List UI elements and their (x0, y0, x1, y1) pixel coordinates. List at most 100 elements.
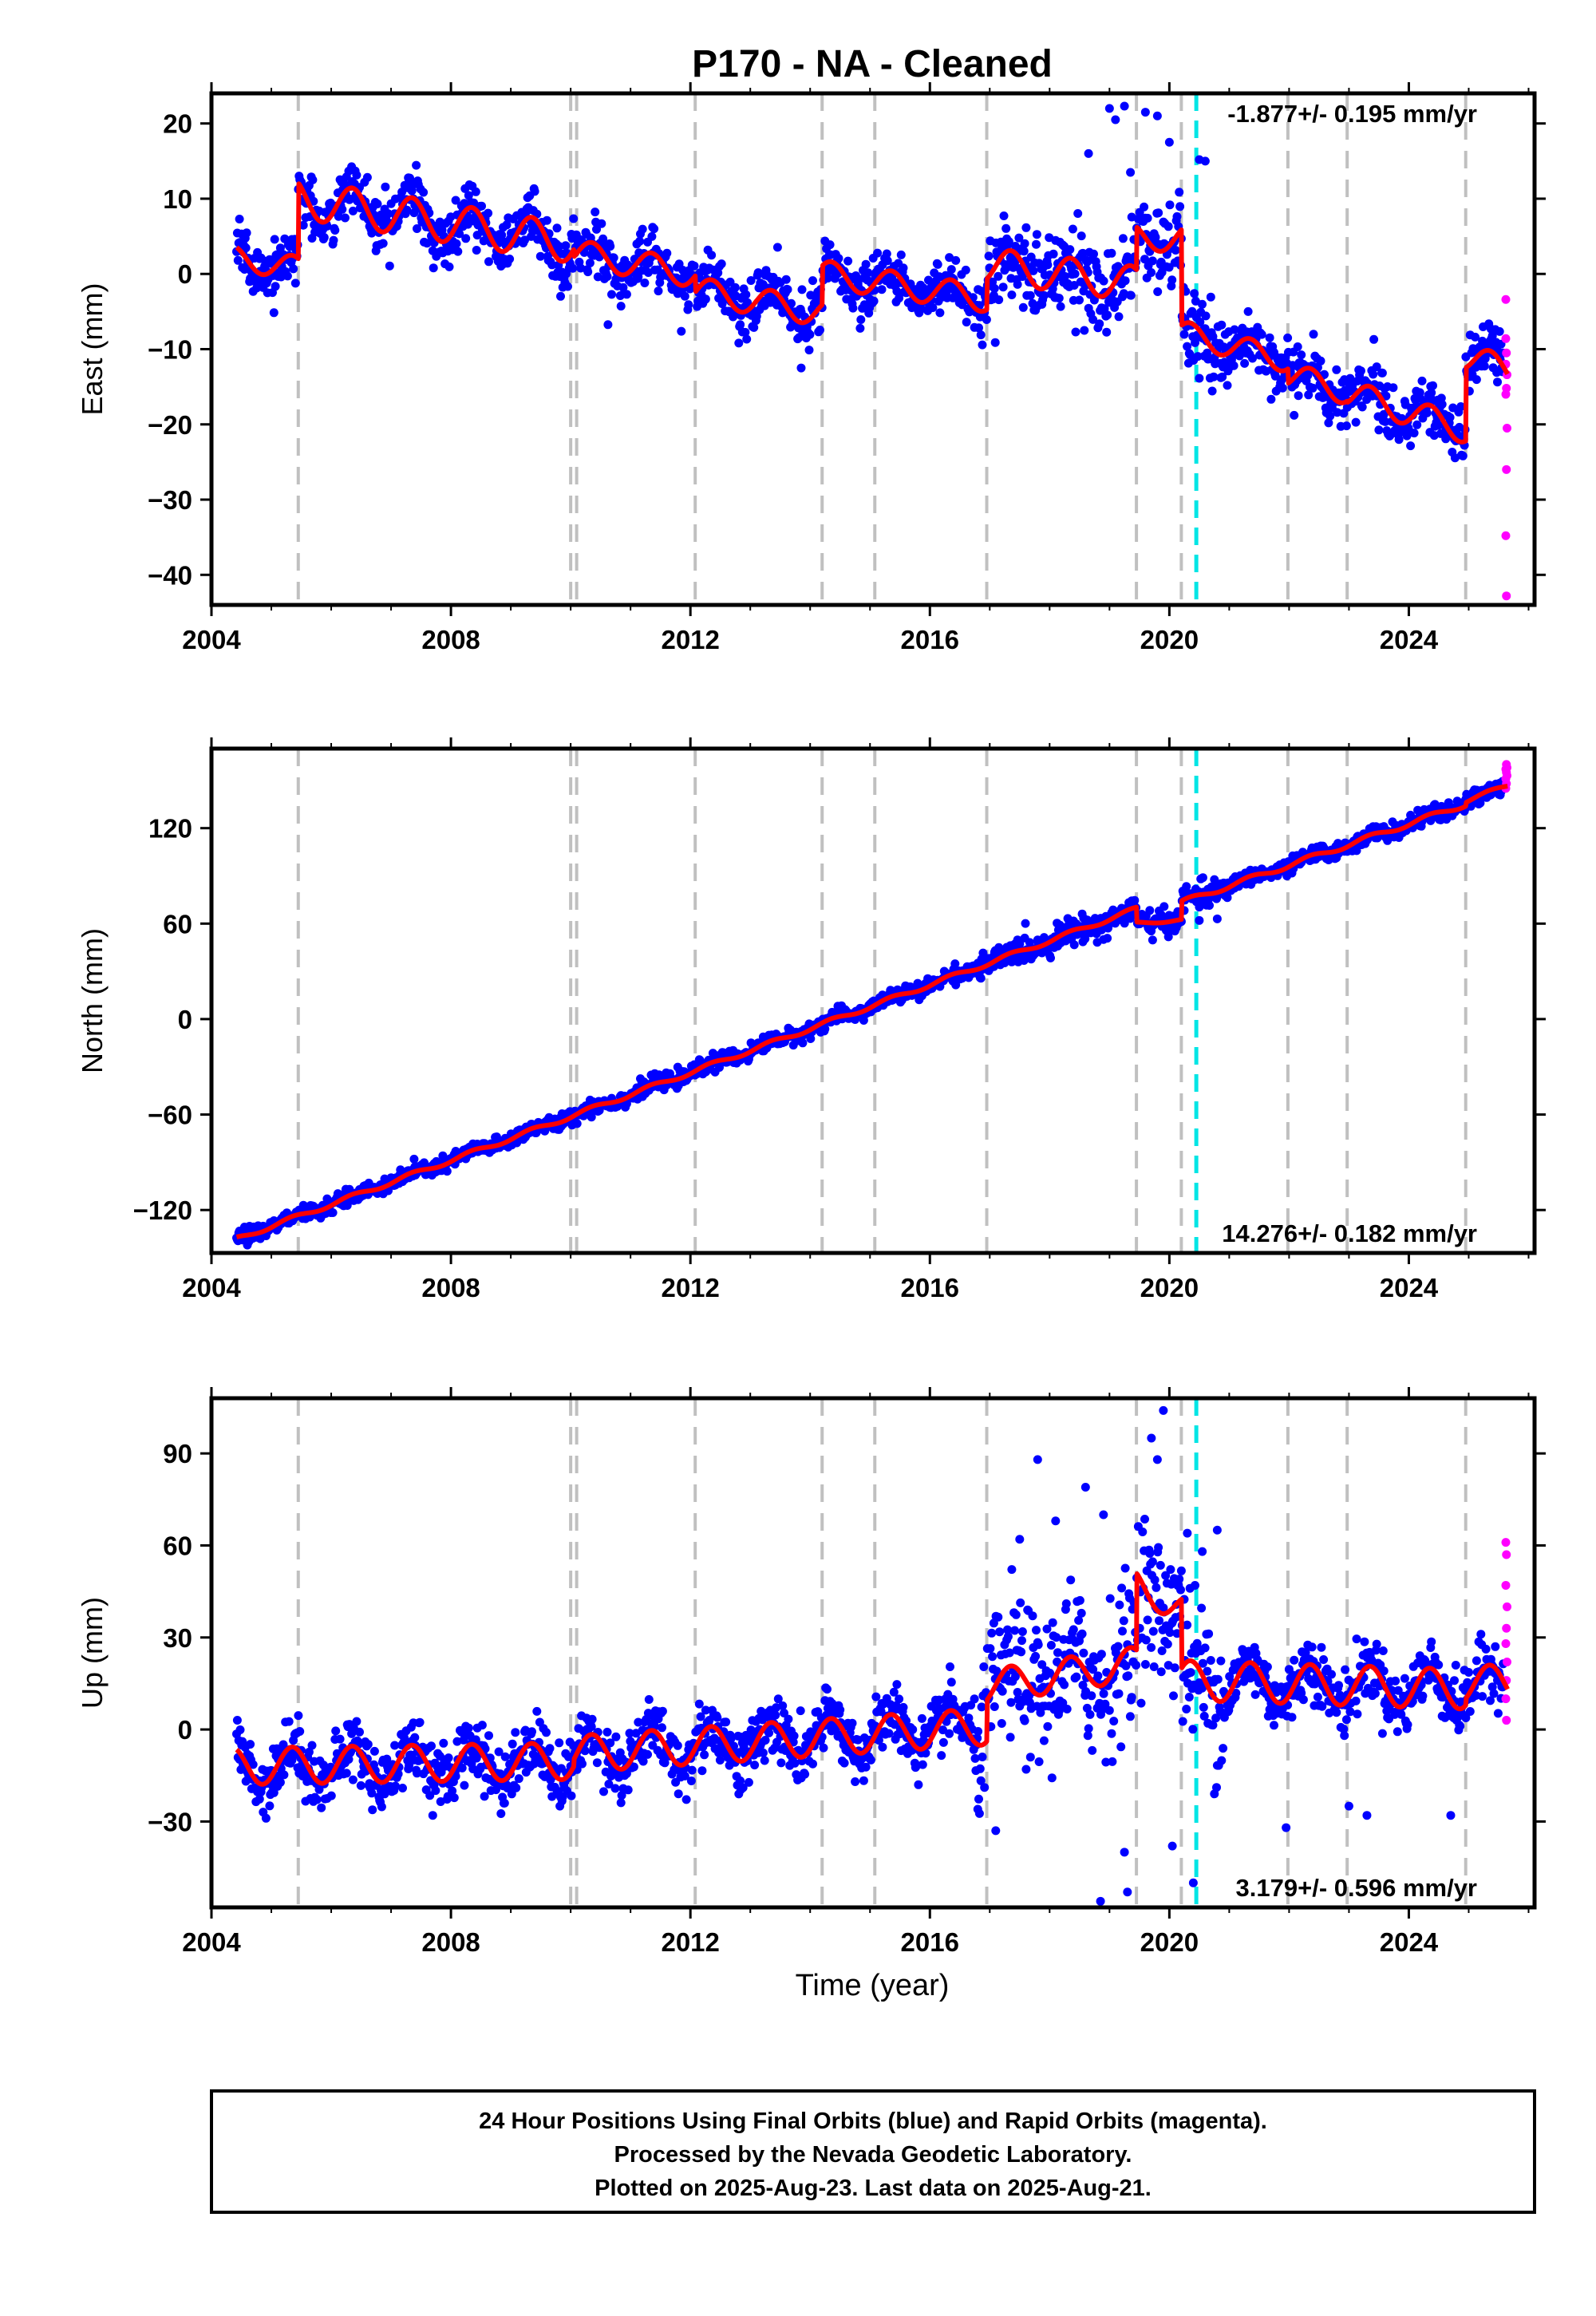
up-data-point (514, 1774, 523, 1784)
up-data-point (1077, 1629, 1087, 1638)
up-data-point (369, 1746, 379, 1756)
east-data-point (1243, 306, 1253, 316)
north-outlier-point (1099, 935, 1108, 944)
up-data-point (974, 1727, 983, 1736)
up-data-point (851, 1777, 860, 1786)
east-data-point (883, 256, 892, 266)
north-data-point (442, 1167, 452, 1176)
north-data-point (1046, 953, 1055, 962)
east-data-point (1070, 269, 1080, 279)
east-final-orbit-points (232, 101, 1511, 601)
up-data-point (602, 1727, 612, 1737)
east-outlier-point (796, 363, 806, 373)
up-data-point (1032, 1626, 1041, 1635)
up-data-point (987, 1628, 997, 1638)
east-rapid-orbit-point (1502, 464, 1511, 474)
up-data-point (899, 1702, 908, 1712)
east-data-point (1080, 326, 1089, 335)
east-data-point (378, 239, 388, 248)
east-data-point (946, 265, 956, 275)
east-data-point (367, 228, 377, 238)
up-data-point (800, 1769, 810, 1779)
up-data-point (1017, 1636, 1026, 1646)
east-data-point (928, 303, 938, 312)
east-data-point (781, 275, 791, 284)
up-data-point (527, 1727, 536, 1737)
up-data-point (823, 1685, 832, 1694)
up-data-point (1085, 1709, 1095, 1719)
east-data-point (461, 234, 471, 243)
east-data-point (1140, 202, 1149, 211)
up-data-point (994, 1612, 1003, 1622)
east-data-point (1316, 356, 1325, 366)
up-data-point (555, 1738, 564, 1748)
east-data-point (275, 243, 285, 253)
up-data-point (610, 1784, 620, 1793)
east-data-point (1068, 224, 1077, 234)
up-data-point (938, 1737, 948, 1747)
east-data-point (707, 251, 717, 260)
up-data-point (697, 1766, 707, 1776)
east-data-point (1369, 370, 1378, 379)
east-data-point (455, 229, 464, 239)
up-data-point (776, 1758, 786, 1768)
north-data-point (1069, 940, 1079, 950)
east-data-point (484, 208, 493, 218)
east-data-point (1218, 372, 1227, 381)
east-data-point (1209, 372, 1219, 381)
east-data-point (622, 290, 631, 299)
east-data-point (1309, 330, 1318, 339)
east-data-point (787, 298, 796, 308)
east-data-point (1265, 333, 1274, 342)
up-data-point (1061, 1599, 1071, 1608)
up-data-point (1046, 1641, 1056, 1650)
east-data-point (1043, 260, 1053, 270)
north-data-point (1198, 873, 1207, 883)
east-data-point (583, 267, 593, 277)
east-data-point (1103, 310, 1112, 320)
up-data-point (979, 1662, 989, 1671)
east-data-point (1126, 290, 1136, 300)
east-data-point (329, 235, 338, 245)
up-data-point (744, 1777, 753, 1787)
east-rate-label: -1.877+/- 0.195 mm/yr (1227, 100, 1477, 128)
up-data-point (866, 1755, 875, 1765)
up-data-point (700, 1750, 709, 1760)
north-y-tick-label: −120 (133, 1196, 192, 1225)
east-data-point (1304, 390, 1314, 400)
east-data-point (1078, 248, 1088, 258)
up-data-point (819, 1743, 828, 1753)
east-data-point (290, 279, 300, 288)
north-data-point (820, 1024, 830, 1034)
up-data-point (1007, 1565, 1017, 1575)
east-data-point (1270, 371, 1280, 381)
up-data-point (326, 1791, 336, 1800)
east-data-point (561, 241, 571, 251)
up-data-point (878, 1742, 887, 1752)
up-data-point (658, 1706, 667, 1716)
up-data-point (1016, 1598, 1025, 1607)
east-data-point (1217, 320, 1227, 330)
up-data-point (1088, 1745, 1097, 1755)
east-data-point (882, 249, 891, 259)
up-data-point (1048, 1618, 1057, 1627)
up-data-point (317, 1803, 326, 1812)
east-data-point (662, 248, 672, 258)
east-data-point (634, 272, 643, 282)
east-data-point (640, 279, 650, 287)
east-data-point (895, 294, 904, 303)
up-data-point (449, 1793, 459, 1803)
east-data-point (444, 262, 454, 271)
east-data-point (734, 338, 744, 348)
east-data-point (585, 259, 595, 267)
east-outlier-point (1200, 156, 1210, 166)
east-x-tick-label: 2004 (182, 625, 241, 654)
up-data-point (1077, 1608, 1086, 1618)
east-data-point (1020, 239, 1029, 248)
up-data-point (978, 1753, 987, 1761)
east-data-point (1428, 381, 1437, 390)
east-rapid-orbit-point (1502, 591, 1511, 601)
east-data-point (823, 274, 832, 283)
up-data-point (974, 1794, 983, 1804)
east-data-point (502, 220, 512, 230)
